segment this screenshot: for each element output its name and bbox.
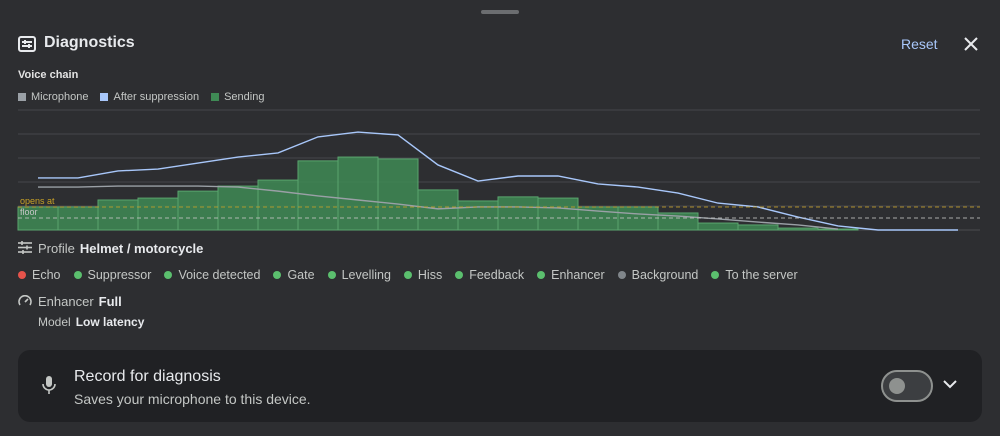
drag-handle[interactable] [481,10,519,14]
stage-dot [273,271,282,279]
bar [217,185,259,231]
expand-chevron[interactable] [943,380,957,390]
bar [337,156,379,231]
model-row: Model Low latency [38,315,144,329]
diagnostics-icon [18,36,36,52]
profile-row: Profile Helmet / motorcycle [38,241,203,256]
bar [377,158,419,231]
model-label: Model [38,315,71,329]
profile-value: Helmet / motorcycle [79,241,204,256]
stage-chip: Voice detected [164,268,260,282]
profile-icon [18,241,32,254]
legend-item: Microphone [18,91,88,103]
record-title: Record for diagnosis [74,368,221,385]
record-toggle[interactable] [881,370,935,402]
bar [417,189,459,231]
legend-label: After suppression [113,91,200,103]
bar [257,179,299,231]
profile-label: Profile [38,241,75,256]
bar [97,199,139,231]
bar [777,227,819,231]
stage-dot [537,271,546,279]
stage-chip: Suppressor [73,268,152,282]
stage-label: Hiss [417,268,443,282]
legend-swatch [211,93,220,101]
record-subtitle: Saves your microphone to this device. [74,391,311,407]
close-button[interactable] [964,37,978,51]
stage-dot [164,271,173,279]
legend-item: After suppression [100,91,199,103]
model-value: Low latency [75,315,145,329]
stage-label: Echo [32,268,61,282]
enhancer-row: Enhancer Full [38,294,122,309]
bar [137,197,179,231]
stage-label: Gate [287,268,315,282]
bar [737,224,779,231]
stage-dot [617,271,626,279]
stage-chip: Feedback [455,268,524,282]
stage-chip: Background [617,268,699,282]
bar [537,197,579,231]
stage-label: Voice detected [178,268,261,282]
legend-swatch [18,93,26,101]
legend-swatch [100,93,109,101]
stage-chip: Levelling [327,268,391,282]
bar [697,222,739,231]
stage-chip: To the server [711,268,798,282]
toggle-knob [889,378,905,394]
legend-label: Sending [224,91,265,103]
stage-dot [18,271,26,279]
stage-dot [327,271,336,279]
stage-label: To the server [725,268,798,282]
legend: Microphone After suppression Sending [18,91,264,103]
bar [177,190,219,231]
record-card: Record for diagnosis Saves your micropho… [18,350,982,422]
reset-button[interactable]: Reset [901,36,938,52]
legend-item: Sending [211,91,264,103]
stage-chip: Enhancer [537,268,605,282]
bar [457,200,499,231]
stage-chip: Hiss [403,268,443,282]
legend-label: Microphone [31,91,89,103]
bar [497,196,539,231]
stage-chip: Echo [18,268,61,282]
stage-label: Background [631,268,699,282]
threshold-label: floor [20,207,38,217]
series-line [38,131,958,231]
stage-chip: Gate [273,268,315,282]
bar [817,228,859,231]
panel-title: Diagnostics [44,34,135,51]
enhancer-value: Full [98,294,122,309]
stage-list: Echo Suppressor Voice detected Gate Levellin… [18,268,798,282]
chart-title: Voice chain [18,69,79,81]
stage-label: Levelling [341,268,391,282]
mic-icon [42,376,56,394]
stage-dot [403,271,412,279]
stage-label: Enhancer [551,268,605,282]
stage-dot [711,271,720,279]
stage-label: Feedback [469,268,525,282]
enhancer-icon [18,295,32,306]
stage-label: Suppressor [87,268,152,282]
stage-dot [73,271,82,279]
enhancer-label: Enhancer [38,294,94,309]
threshold-label: opens at [20,196,55,206]
stage-dot [455,271,464,279]
